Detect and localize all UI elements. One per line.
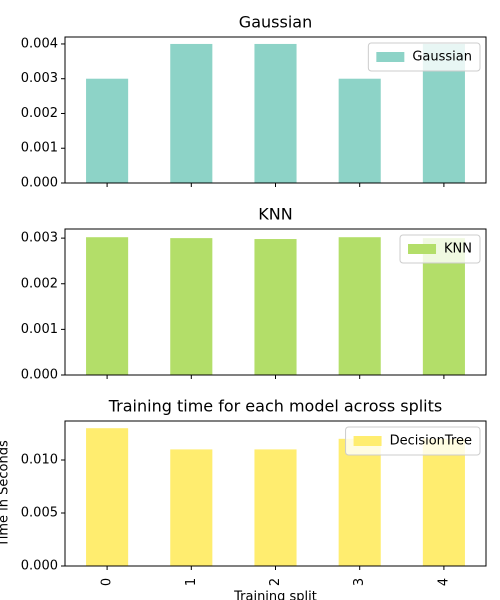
y-tick-label: 0.001 <box>21 322 58 337</box>
legend-box <box>367 42 481 72</box>
chart-title: Gaussian <box>239 13 312 32</box>
chart-title: Training time for each model across spli… <box>108 397 442 416</box>
y-tick-label: 0.003 <box>21 71 58 86</box>
bar <box>170 449 213 566</box>
bar <box>338 78 381 183</box>
legend-box <box>345 426 481 456</box>
x-tick-label: 1 <box>184 578 199 586</box>
y-tick-label: 0.005 <box>21 506 58 521</box>
legend-swatch <box>408 244 437 254</box>
legend: KNN <box>399 234 481 264</box>
bar <box>338 237 381 375</box>
bar <box>86 237 129 375</box>
x-tick-label: 3 <box>352 578 367 586</box>
x-tick-label: 0 <box>100 578 115 586</box>
y-tick-label: 0.000 <box>21 368 58 383</box>
y-tick-label: 0.002 <box>21 276 58 291</box>
axes-frame <box>64 228 487 376</box>
y-tick-label: 0.010 <box>21 453 58 468</box>
y-tick-label: 0.002 <box>21 106 58 121</box>
axes-frame <box>64 36 487 184</box>
legend-label: DecisionTree <box>390 434 472 449</box>
y-tick-label: 0.004 <box>21 36 58 51</box>
bar <box>254 43 297 184</box>
bar <box>338 438 381 566</box>
bar <box>170 238 213 375</box>
y-axis-label: Time in Seconds <box>0 440 12 548</box>
x-tick-label: 2 <box>268 578 283 586</box>
bar <box>170 43 213 184</box>
bar <box>86 78 129 183</box>
legend-swatch <box>353 436 382 446</box>
y-tick-label: 0.003 <box>21 231 58 246</box>
legend: DecisionTree <box>345 426 481 456</box>
chart-title: KNN <box>258 205 292 224</box>
bar <box>254 449 297 566</box>
bar <box>254 239 297 375</box>
legend: Gaussian <box>367 42 481 72</box>
legend-box <box>399 234 481 264</box>
legend-swatch <box>376 52 405 62</box>
bar <box>422 438 465 566</box>
y-tick-label: 0.001 <box>21 141 58 156</box>
legend-label: KNN <box>444 242 472 257</box>
y-tick-label: 0.000 <box>21 559 58 574</box>
axes-frame <box>64 420 487 567</box>
y-tick-label: 0.000 <box>21 176 58 191</box>
x-axis-label: Training split <box>233 590 317 600</box>
legend-label: Gaussian <box>412 50 472 65</box>
x-tick-label: 4 <box>436 578 451 586</box>
bar <box>86 428 129 566</box>
